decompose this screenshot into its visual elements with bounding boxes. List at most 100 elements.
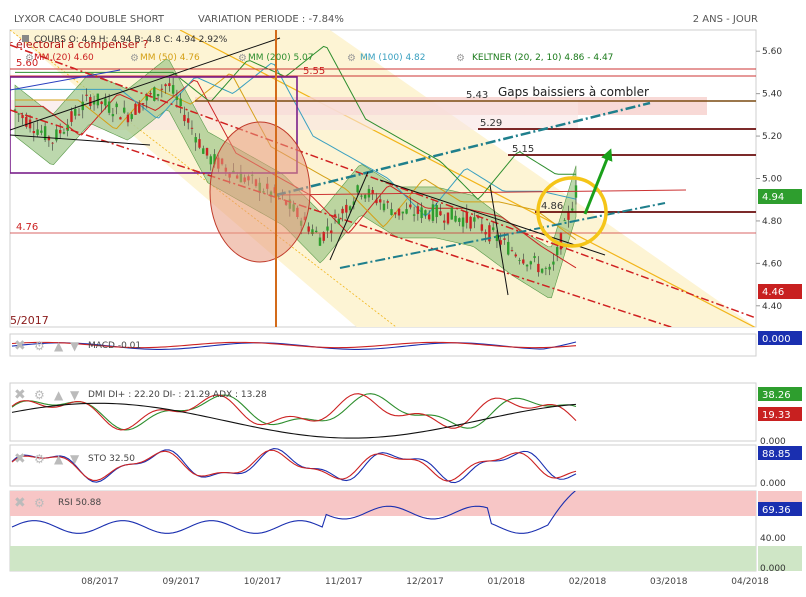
time-tick-label: 12/2017	[406, 577, 443, 587]
rsi-tick-40: 40.00	[760, 534, 786, 544]
time-tick-label: 01/2018	[488, 577, 526, 587]
candle-body	[461, 217, 465, 227]
candle-body	[81, 101, 84, 111]
rsi-label: RSI 50.88	[58, 498, 102, 508]
arrow-up-icon[interactable]: ▲	[54, 452, 64, 466]
ohlc-legend: COURS O: 4.9 H: 4.94 B: 4.8 C: 4.94 2.92…	[34, 35, 228, 45]
time-tick-label: 11/2017	[325, 577, 362, 587]
macd-signal-line	[11, 341, 577, 349]
sto-k-line	[11, 447, 577, 484]
candle-body	[92, 101, 96, 105]
candle-body	[40, 130, 43, 133]
candle-body	[446, 212, 450, 224]
gear-icon[interactable]: ⚙	[34, 452, 45, 466]
arrow-up-icon[interactable]: ▲	[54, 339, 64, 353]
candle-body	[427, 214, 431, 220]
gear-icon[interactable]: ⚙	[130, 53, 139, 64]
candle-body	[499, 240, 502, 245]
arrow-down-icon[interactable]: ▼	[70, 452, 80, 466]
candle-body	[13, 109, 17, 111]
candle-body	[409, 204, 412, 208]
price-tick-label: 5.60	[762, 47, 782, 57]
candle-body	[386, 201, 389, 203]
mm100-line	[15, 62, 577, 217]
gear-icon[interactable]: ⚙	[34, 388, 45, 402]
mm100-legend: MM (100) 4.82	[360, 53, 426, 63]
dmi-minus-value: 19.33	[762, 410, 791, 421]
gear-icon[interactable]: ⚙	[25, 53, 34, 64]
sto-label: STO 32.50	[88, 454, 135, 464]
candle-body	[390, 209, 393, 216]
candle-body	[480, 224, 484, 231]
gear-icon[interactable]: ⚙	[456, 53, 465, 64]
gear-icon[interactable]: ⚙	[238, 53, 247, 64]
candle-body	[345, 204, 348, 213]
rsi-panel: ✖ ⚙ RSI 50.88 69.36 40.00 0.000	[9, 490, 802, 574]
blue-trend	[10, 69, 121, 91]
candle-body	[348, 206, 352, 211]
variation-label: VARIATION PERIODE : -7.84%	[198, 14, 344, 25]
candle-body	[77, 114, 81, 116]
close-icon[interactable]: ✖	[14, 451, 26, 467]
price-tick-label: 4.80	[762, 217, 782, 227]
black-trend-3	[379, 179, 606, 256]
candle-body	[375, 199, 378, 204]
indicator-legend: COURS O: 4.9 H: 4.94 B: 4.8 C: 4.94 2.92…	[22, 35, 613, 64]
candle-body	[74, 108, 77, 116]
level-label-486: 4.86	[541, 201, 563, 212]
candle-body	[47, 136, 51, 141]
time-tick-label: 02/2018	[569, 577, 607, 587]
low-price-value: 4.46	[762, 287, 784, 298]
candle-body	[62, 132, 66, 134]
rsi-line	[11, 491, 576, 534]
candle-body	[111, 114, 115, 117]
target-arrow	[583, 148, 613, 215]
macd-panel: ✖ ⚙ ▲ ▼ MACD -0.01 0.000	[9, 331, 802, 357]
arrow-up-icon[interactable]: ▲	[54, 388, 64, 402]
gear-icon[interactable]	[22, 35, 29, 42]
candle-body	[540, 268, 544, 273]
candle-body	[491, 227, 495, 231]
candle-body	[179, 98, 182, 107]
candle-body	[43, 126, 47, 141]
rsi-zero-tick: 0.000	[760, 564, 786, 574]
candle-body	[25, 116, 28, 127]
candle-body	[552, 261, 555, 265]
gear-icon[interactable]: ⚙	[34, 339, 45, 353]
candle-body	[563, 220, 566, 222]
period-label[interactable]: 2 ANS - JOUR	[693, 14, 758, 25]
candle-body	[352, 201, 356, 205]
candle-body	[439, 211, 442, 216]
price-tick-label: 4.60	[762, 259, 782, 269]
candle-body	[363, 194, 367, 199]
candle-body	[209, 156, 212, 165]
candle-body	[533, 256, 536, 259]
candle-body	[333, 214, 337, 216]
candle-body	[465, 211, 469, 223]
gear-icon[interactable]: ⚙	[34, 496, 45, 510]
candle-body	[382, 203, 386, 211]
arrow-down-icon[interactable]: ▼	[70, 388, 80, 402]
candle-body	[36, 129, 39, 135]
candle-body	[164, 84, 167, 87]
candle-body	[175, 96, 179, 100]
keltner-band	[14, 58, 577, 299]
year-tag: 5/2017	[10, 314, 49, 327]
black-trend-4	[329, 171, 369, 261]
candle-body	[469, 216, 472, 229]
candle-body	[194, 137, 197, 143]
candle-body	[544, 268, 548, 269]
candle-body	[443, 220, 446, 223]
macd-badge	[758, 331, 802, 345]
keltner-legend: KELTNER (20, 2, 10) 4.86 - 4.47	[472, 53, 613, 63]
close-icon[interactable]: ✖	[14, 387, 26, 403]
arrow-down-icon[interactable]: ▼	[70, 339, 80, 353]
candle-body	[122, 107, 126, 113]
close-icon[interactable]: ✖	[14, 495, 26, 511]
candle-body	[420, 207, 423, 219]
gear-icon[interactable]: ⚙	[347, 53, 356, 64]
close-icon[interactable]: ✖	[14, 338, 26, 354]
candle-body	[454, 215, 457, 222]
candle-body	[529, 261, 533, 265]
bearish-trendline-bottom	[10, 109, 674, 327]
